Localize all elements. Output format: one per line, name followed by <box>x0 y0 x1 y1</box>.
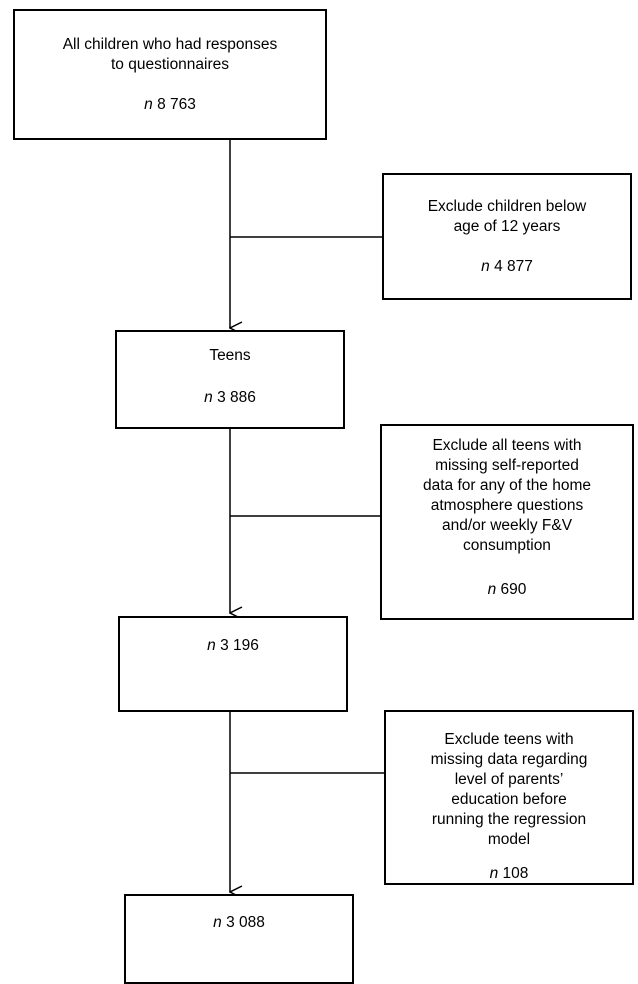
teens-box: Teens n 3 886 <box>115 330 345 429</box>
start-label-line-1: All children who had responses <box>62 36 278 53</box>
final-count-value: 3 088 <box>226 914 265 931</box>
final-count-prefix: n <box>213 914 222 931</box>
exclusion1-count-value: 4 877 <box>494 258 533 275</box>
teens-count: n 3 886 <box>117 388 343 408</box>
step3-count-value: 3 196 <box>220 637 259 654</box>
exclusion3-line-5: running the regression <box>431 811 587 828</box>
step3-count: n 3 196 <box>120 636 346 656</box>
exclusion-box-missing-self-report: Exclude all teens with missing self-repo… <box>380 424 634 620</box>
exclusion1-line-2: age of 12 years <box>453 218 561 235</box>
exclusion3-count: n 108 <box>386 864 632 884</box>
teens-label: Teens <box>209 347 251 364</box>
start-count: n 8 763 <box>15 95 325 115</box>
exclusion1-line-1: Exclude children below <box>427 198 587 215</box>
exclusion2-line-3: data for any of the home <box>422 477 592 494</box>
exclusion2-count-value: 690 <box>500 581 527 598</box>
exclusion3-count-value: 108 <box>502 865 529 882</box>
exclusion1-count: n 4 877 <box>384 257 630 277</box>
exclusion2-count-prefix: n <box>487 581 497 598</box>
exclusion1-count-prefix: n <box>481 258 490 275</box>
exclusion2-line-6: consumption <box>463 537 551 554</box>
teens-count-prefix: n <box>204 389 213 406</box>
exclusion3-line-3: level of parents’ <box>454 771 564 788</box>
exclusion-box-parents-education: Exclude teens with missing data regardin… <box>384 710 634 885</box>
exclusion3-count-prefix: n <box>489 865 499 882</box>
exclusion2-line-1: Exclude all teens with <box>432 437 582 454</box>
exclusion2-line-4: atmosphere questions <box>430 497 584 514</box>
exclusion3-line-6: model <box>487 831 531 848</box>
exclusion2-line-5: and/or weekly F&V <box>441 517 573 534</box>
exclusion2-line-2: missing self-reported <box>435 457 579 474</box>
final-count: n 3 088 <box>126 913 352 933</box>
step3-box: n 3 196 <box>118 616 348 712</box>
start-count-value: 8 763 <box>157 96 196 113</box>
step3-count-prefix: n <box>207 637 216 654</box>
exclusion2-count: n 690 <box>382 580 632 600</box>
start-count-prefix: n <box>144 96 153 113</box>
exclusion3-line-2: missing data regarding <box>430 751 588 768</box>
exclusion-box-age: Exclude children below age of 12 years n… <box>382 173 632 300</box>
exclusion3-line-1: Exclude teens with <box>444 731 574 748</box>
teens-count-value: 3 886 <box>217 389 256 406</box>
start-label-line-2: to questionnaires <box>110 56 230 73</box>
start-box: All children who had responses to questi… <box>13 9 327 140</box>
exclusion3-line-4: education before <box>451 791 567 808</box>
